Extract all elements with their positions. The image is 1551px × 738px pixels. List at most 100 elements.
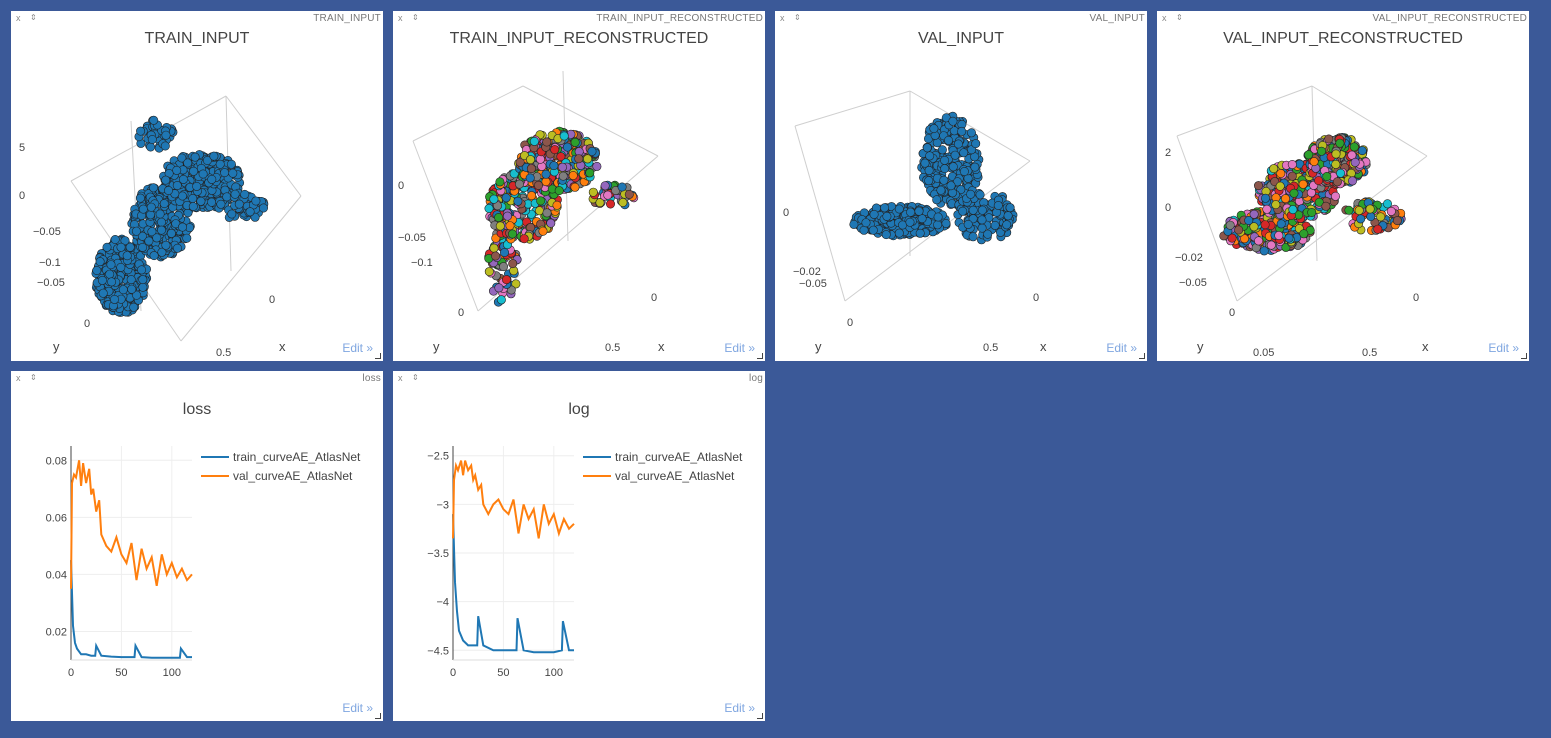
log-line-chart[interactable]: −2.5 −3 −3.5 −4 −4.50 50 100 train_curveAE_Atla… — [393, 371, 765, 721]
pane-header[interactable]: x ⇕ VAL_INPUT_RECONSTRUCTED — [1157, 11, 1529, 25]
scatter-point — [1299, 229, 1309, 239]
grid-line — [794, 125, 846, 302]
pane-val-input: x ⇕ VAL_INPUT VAL_INPUT 0 −0.02 −0.05 0 0 0.5… — [775, 11, 1147, 361]
scatter-point — [880, 203, 890, 213]
axis-tick-label: 0 — [1033, 292, 1039, 304]
scatter-point — [207, 197, 217, 207]
grid-line — [412, 140, 479, 312]
pane-title: VAL_INPUT_RECONSTRUCTED — [1372, 13, 1527, 24]
scatter-point — [1275, 181, 1285, 191]
scatter-point — [924, 176, 934, 186]
scatter-point — [920, 158, 930, 168]
edit-link[interactable]: Edit » — [724, 701, 755, 715]
scatter-point — [515, 157, 525, 167]
scatter-point — [1269, 164, 1279, 174]
pin-icon[interactable]: ⇕ — [412, 373, 419, 382]
axis-label: x — [1040, 339, 1047, 354]
pin-icon[interactable]: ⇕ — [794, 13, 801, 22]
edit-link[interactable]: Edit » — [1488, 341, 1519, 355]
scatter-point — [868, 225, 878, 235]
y-tick-label: −4.5 — [427, 645, 449, 657]
scatter-point — [149, 115, 159, 125]
scatter-point — [1281, 194, 1291, 204]
scatter-point — [515, 179, 525, 189]
scatter-point — [554, 186, 564, 196]
plot-title: VAL_INPUT — [918, 30, 1004, 47]
scatter-point — [161, 175, 171, 185]
scatter-point — [1225, 220, 1235, 230]
scatter-point — [173, 243, 183, 253]
resize-handle-icon[interactable] — [375, 713, 381, 719]
edit-link[interactable]: Edit » — [724, 341, 755, 355]
close-icon[interactable]: x — [780, 13, 785, 23]
axis-tick-label: 0 — [783, 207, 789, 219]
pin-icon[interactable]: ⇕ — [30, 373, 37, 382]
scatter3d-plot[interactable]: 0 −0.05 −0.1 0 0 0.5 y x — [393, 11, 765, 361]
pane-header[interactable]: x ⇕ VAL_INPUT — [775, 11, 1147, 25]
scatter-point — [559, 131, 569, 141]
scatter-point — [122, 251, 132, 261]
scatter-point — [95, 257, 105, 267]
scatter-point — [110, 294, 120, 304]
scatter-point — [491, 251, 501, 261]
scatter-point — [226, 159, 236, 169]
scatter-point — [940, 155, 950, 165]
scatter-point — [1392, 216, 1402, 226]
edit-link[interactable]: Edit » — [342, 341, 373, 355]
pin-icon[interactable]: ⇕ — [412, 13, 419, 22]
pane-header[interactable]: x ⇕ TRAIN_INPUT — [11, 11, 383, 25]
axis-tick-label: −0.02 — [1175, 252, 1203, 264]
axis-tick-label: −0.1 — [411, 257, 433, 269]
scatter-point — [1357, 146, 1367, 156]
scatter-point — [137, 231, 147, 241]
pane-header[interactable]: x ⇕ TRAIN_INPUT_RECONSTRUCTED — [393, 11, 765, 25]
resize-handle-icon[interactable] — [1139, 353, 1145, 359]
pin-icon[interactable]: ⇕ — [30, 13, 37, 22]
scatter-point — [227, 209, 237, 219]
pane-loss: x ⇕ loss loss 0.02 0.04 0.06 0.08 0 50 100 trai… — [11, 371, 383, 721]
scatter-point — [146, 142, 156, 152]
scatter-point — [1324, 134, 1334, 144]
scatter-point — [975, 190, 985, 200]
resize-handle-icon[interactable] — [375, 353, 381, 359]
close-icon[interactable]: x — [398, 373, 403, 383]
scatter-point — [138, 242, 148, 252]
close-icon[interactable]: x — [16, 13, 21, 23]
close-icon[interactable]: x — [398, 13, 403, 23]
scatter-point — [164, 186, 174, 196]
edit-link[interactable]: Edit » — [342, 701, 373, 715]
axis-label: y — [1197, 339, 1204, 354]
series-line-1 — [452, 460, 575, 539]
scatter-point — [562, 142, 572, 152]
pane-header[interactable]: x ⇕ log — [393, 371, 765, 385]
x-tick-label: 0 — [68, 667, 74, 679]
scatter-point — [957, 126, 967, 136]
loss-line-chart[interactable]: 0.02 0.04 0.06 0.08 0 50 100 train_curveAE_Atla… — [11, 371, 383, 721]
scatter-point — [192, 181, 202, 191]
axis-tick-label: 0 — [1413, 292, 1419, 304]
scatter-point — [542, 137, 552, 147]
close-icon[interactable]: x — [16, 373, 21, 383]
close-icon[interactable]: x — [1162, 13, 1167, 23]
pane-header[interactable]: x ⇕ loss — [11, 371, 383, 385]
scatter-point — [933, 220, 943, 230]
scatter-point — [1259, 246, 1269, 256]
pin-icon[interactable]: ⇕ — [1176, 13, 1183, 22]
scatter-point — [494, 283, 504, 293]
resize-handle-icon[interactable] — [757, 713, 763, 719]
grid-line — [412, 85, 524, 142]
scatter-point — [546, 218, 556, 228]
scatter3d-plot[interactable]: 2 0 −0.02 −0.05 0 0 0.05 0.5 y x — [1157, 11, 1529, 361]
grid-line — [794, 90, 911, 127]
edit-link[interactable]: Edit » — [1106, 341, 1137, 355]
resize-handle-icon[interactable] — [757, 353, 763, 359]
scatter3d-plot[interactable]: 5 0 −0.05 −0.1 −0.05 0 0 0.5 y x — [11, 11, 383, 361]
grid-line — [522, 85, 659, 157]
scatter-point — [500, 248, 510, 258]
scatter3d-plot[interactable]: 0 −0.02−0.05 0 0 0.5 y x — [775, 11, 1147, 361]
resize-handle-icon[interactable] — [1521, 353, 1527, 359]
grid-line — [180, 195, 302, 342]
scatter-point — [1234, 225, 1244, 235]
scatter-point — [570, 137, 580, 147]
scatter-point — [1240, 234, 1250, 244]
